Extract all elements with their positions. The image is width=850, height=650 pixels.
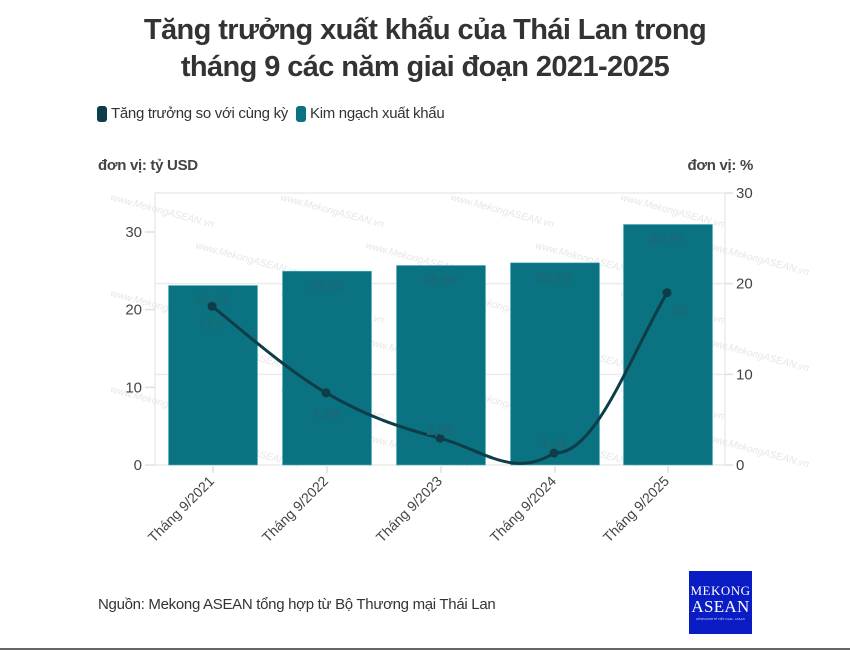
- bar-value-label: 24,95: [308, 277, 343, 293]
- legend-label-export-value: Kim ngạch xuất khẩu: [310, 105, 445, 122]
- x-axis-label: Tháng 9/2022: [259, 473, 332, 546]
- growth-line: [210, 291, 669, 465]
- chart-title-line2: tháng 9 các năm giai đoạn 2021-2025: [180, 51, 670, 83]
- growth-point[interactable]: [549, 448, 559, 458]
- legend-swatch-growth-icon: [97, 105, 107, 122]
- left-axis-unit: đơn vị: tỷ USD: [98, 157, 198, 174]
- growth-point[interactable]: [435, 433, 445, 443]
- bar-export-value[interactable]: [282, 270, 372, 466]
- legend: Tăng trưởng so với cùng kỳ Kim ngạch xuấ…: [97, 105, 452, 122]
- growth-value-label: 17,5: [198, 315, 225, 331]
- svg-text:www.MekongASEAN.vn: www.MekongASEAN.vn: [279, 192, 385, 230]
- bar-value-label: 25,69: [422, 271, 457, 287]
- mekong-asean-logo: MEKONG ASEAN KÊNH KINH TẾ VIỆT NAM - ASE…: [689, 571, 752, 634]
- svg-text:www.MekongASEAN.vn: www.MekongASEAN.vn: [704, 240, 810, 278]
- svg-text:www.MekongASEAN.vn: www.MekongASEAN.vn: [449, 192, 555, 230]
- bar-export-value[interactable]: [510, 262, 600, 466]
- bottom-border: [0, 648, 850, 650]
- bar-value-label: 26,03: [536, 269, 571, 285]
- growth-point[interactable]: [321, 388, 331, 398]
- growth-point[interactable]: [662, 288, 672, 298]
- x-axis-label: Tháng 9/2023: [373, 473, 446, 546]
- bar-value-label: 30,97: [649, 230, 684, 246]
- svg-text:www.MekongASEAN.vn: www.MekongASEAN.vn: [704, 336, 810, 374]
- right-axis-label: 0: [736, 457, 744, 474]
- logo-line2: ASEAN: [691, 596, 750, 616]
- right-axis-label: 30: [736, 185, 753, 202]
- chart-title: Tăng trưởng xuất khẩu của Thái Lan trong…: [0, 12, 850, 86]
- growth-point[interactable]: [207, 301, 217, 311]
- bar-export-value[interactable]: [396, 265, 486, 466]
- x-axis-label: Tháng 9/2024: [487, 473, 560, 546]
- x-axis-label: Tháng 9/2025: [600, 473, 673, 546]
- logo-tagline: KÊNH KINH TẾ VIỆT NAM - ASEAN: [696, 616, 745, 621]
- left-axis-label: 0: [134, 457, 142, 474]
- legend-item-export-value[interactable]: Kim ngạch xuất khẩu: [296, 105, 445, 122]
- logo-line1: MEKONG: [690, 582, 751, 598]
- legend-item-growth[interactable]: Tăng trưởng so với cùng kỳ: [97, 105, 288, 122]
- left-axis-label: 10: [125, 379, 142, 396]
- right-axis-label: 10: [736, 366, 753, 383]
- legend-swatch-export-value-icon: [296, 105, 306, 122]
- left-axis-label: 30: [125, 224, 142, 241]
- right-axis-label: 20: [736, 276, 753, 293]
- source-note: Nguồn: Mekong ASEAN tổng hợp từ Bộ Thươn…: [98, 596, 496, 613]
- growth-value-label: 1,32: [540, 435, 567, 451]
- legend-label-growth: Tăng trưởng so với cùng kỳ: [111, 105, 288, 122]
- x-axis-label: Tháng 9/2021: [145, 473, 218, 546]
- growth-value-label: 2,96: [426, 422, 453, 438]
- growth-value-label: 7,96: [312, 405, 339, 421]
- bar-value-label: 23,11: [195, 292, 229, 308]
- bar-export-value[interactable]: [623, 224, 713, 466]
- growth-value-label: 19: [671, 302, 687, 318]
- right-axis-unit: đơn vị: %: [687, 157, 754, 174]
- chart-title-line1: Tăng trưởng xuất khẩu của Thái Lan trong: [143, 14, 707, 46]
- left-axis-label: 20: [125, 302, 142, 319]
- bar-export-value[interactable]: [168, 285, 258, 466]
